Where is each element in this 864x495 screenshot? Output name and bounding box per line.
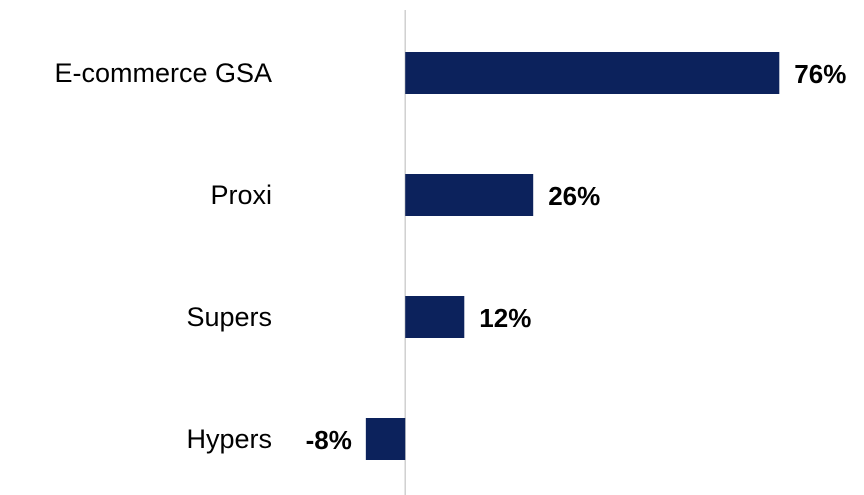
bar	[405, 174, 534, 216]
value-label: -8%	[306, 425, 352, 455]
category-label: Hypers	[186, 424, 272, 454]
bar	[405, 296, 465, 338]
value-label: 26%	[548, 181, 600, 211]
category-label: E-commerce GSA	[54, 58, 272, 88]
category-label: Proxi	[210, 180, 272, 210]
value-label: 12%	[479, 303, 531, 333]
bar	[365, 418, 406, 460]
value-label: 76%	[794, 59, 846, 89]
category-label: Supers	[186, 302, 272, 332]
bar	[405, 52, 780, 94]
